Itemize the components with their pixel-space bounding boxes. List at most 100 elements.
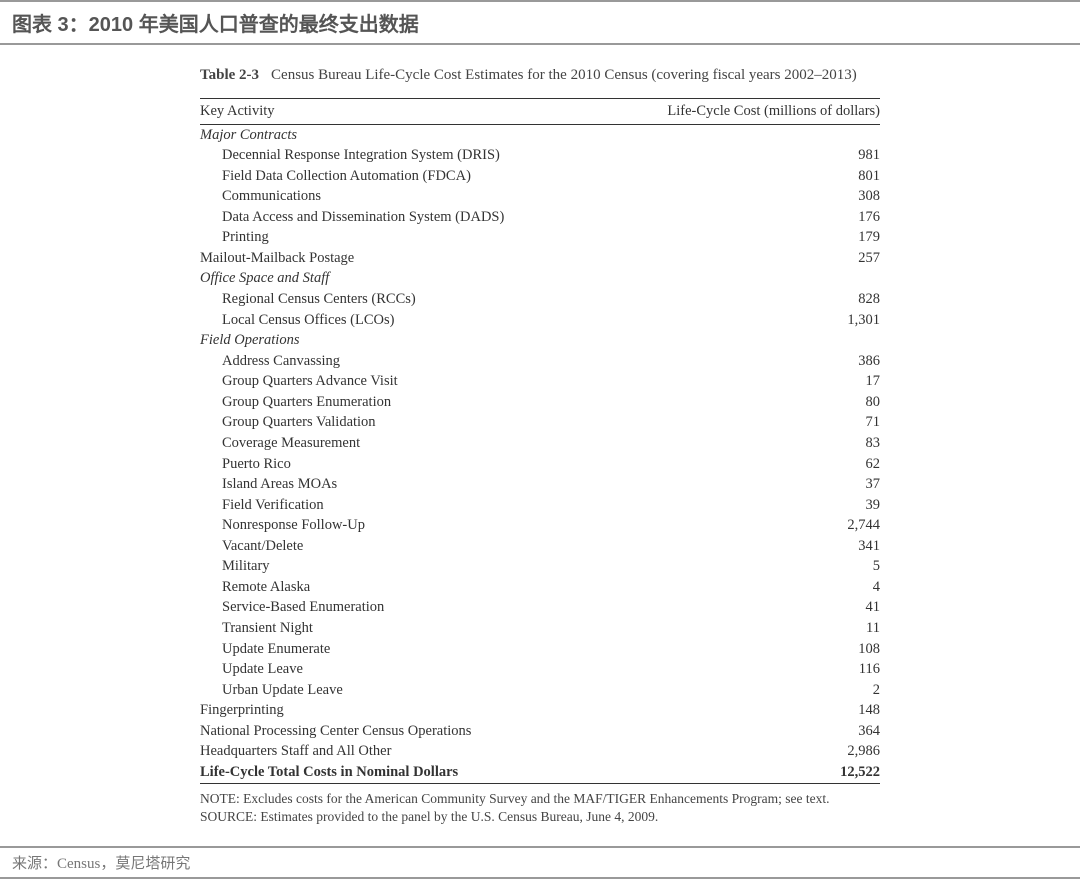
table-row: Life-Cycle Total Costs in Nominal Dollar… [200,762,880,783]
row-value [600,125,880,146]
page-title: 图表 3：2010 年美国人口普查的最终支出数据 [12,14,419,36]
table-row: Printing179 [200,228,880,249]
table-row: Field Operations [200,331,880,352]
table-row: Group Quarters Advance Visit17 [200,372,880,393]
table-row: Update Leave116 [200,660,880,681]
table-row: Urban Update Leave2 [200,680,880,701]
row-value: 801 [600,166,880,187]
table-row: Major Contracts [200,125,880,146]
table-header-row: Key Activity Life-Cycle Cost (millions o… [200,99,880,125]
col-cost: Life-Cycle Cost (millions of dollars) [600,99,880,125]
row-label: Data Access and Dissemination System (DA… [200,207,600,228]
row-value: 108 [600,639,880,660]
row-label: Local Census Offices (LCOs) [200,310,600,331]
col-activity: Key Activity [200,99,600,125]
row-label: Life-Cycle Total Costs in Nominal Dollar… [200,762,600,783]
table-row: Vacant/Delete341 [200,536,880,557]
row-value: 828 [600,290,880,311]
page-footer: 来源：Census，莫尼塔研究 [0,846,1080,879]
table-row: Island Areas MOAs37 [200,475,880,496]
table-caption: Table 2-3 Census Bureau Life-Cycle Cost … [200,65,880,86]
table-notes: NOTE: Excludes costs for the American Co… [200,790,880,826]
row-label: Field Verification [200,495,600,516]
table-row: Field Verification39 [200,495,880,516]
row-label: Transient Night [200,619,600,640]
row-value: 341 [600,536,880,557]
table-row: Regional Census Centers (RCCs)828 [200,290,880,311]
row-value: 1,301 [600,310,880,331]
table-row: Service-Based Enumeration41 [200,598,880,619]
table-row: Office Space and Staff [200,269,880,290]
row-value: 39 [600,495,880,516]
table-row: Transient Night11 [200,619,880,640]
row-label: Island Areas MOAs [200,475,600,496]
table-row: Remote Alaska4 [200,577,880,598]
table-row: Military5 [200,557,880,578]
table-caption-text: Census Bureau Life-Cycle Cost Estimates … [271,65,857,86]
row-value: 176 [600,207,880,228]
content-area: Table 2-3 Census Bureau Life-Cycle Cost … [0,45,1080,836]
row-label: Office Space and Staff [200,269,600,290]
row-value: 386 [600,351,880,372]
row-value: 62 [600,454,880,475]
row-value: 2,744 [600,516,880,537]
table-row: Mailout-Mailback Postage257 [200,248,880,269]
table-row: Communications308 [200,187,880,208]
row-value: 308 [600,187,880,208]
table-row: National Processing Center Census Operat… [200,721,880,742]
row-value [600,331,880,352]
row-label: Urban Update Leave [200,680,600,701]
table-row: Address Canvassing386 [200,351,880,372]
row-value: 2,986 [600,742,880,763]
row-label: Fingerprinting [200,701,600,722]
table-row: Puerto Rico62 [200,454,880,475]
table-row: Data Access and Dissemination System (DA… [200,207,880,228]
row-label: Headquarters Staff and All Other [200,742,600,763]
row-value: 981 [600,146,880,167]
page-header: 图表 3：2010 年美国人口普查的最终支出数据 [0,0,1080,45]
row-label: National Processing Center Census Operat… [200,721,600,742]
row-label: Nonresponse Follow-Up [200,516,600,537]
row-value: 71 [600,413,880,434]
row-label: Printing [200,228,600,249]
row-label: Military [200,557,600,578]
table-number: Table 2-3 [200,65,259,86]
row-value: 257 [600,248,880,269]
table-body: Major ContractsDecennial Response Integr… [200,125,880,784]
row-label: Group Quarters Advance Visit [200,372,600,393]
table-row: Local Census Offices (LCOs)1,301 [200,310,880,331]
row-label: Puerto Rico [200,454,600,475]
row-value: 12,522 [600,762,880,783]
row-value: 4 [600,577,880,598]
table-row: Coverage Measurement83 [200,433,880,454]
table-row: Decennial Response Integration System (D… [200,146,880,167]
row-value: 5 [600,557,880,578]
row-value: 17 [600,372,880,393]
table-source: SOURCE: Estimates provided to the panel … [200,808,880,826]
row-label: Field Data Collection Automation (FDCA) [200,166,600,187]
row-label: Service-Based Enumeration [200,598,600,619]
row-value: 179 [600,228,880,249]
row-value: 41 [600,598,880,619]
table-note: NOTE: Excludes costs for the American Co… [200,790,880,808]
footer-text: 来源：Census，莫尼塔研究 [12,856,190,872]
row-label: Field Operations [200,331,600,352]
row-label: Group Quarters Enumeration [200,392,600,413]
row-label: Update Leave [200,660,600,681]
row-value: 364 [600,721,880,742]
row-label: Group Quarters Validation [200,413,600,434]
row-value: 83 [600,433,880,454]
row-value: 116 [600,660,880,681]
row-label: Address Canvassing [200,351,600,372]
row-label: Communications [200,187,600,208]
row-value [600,269,880,290]
row-value: 37 [600,475,880,496]
table-row: Headquarters Staff and All Other2,986 [200,742,880,763]
row-label: Remote Alaska [200,577,600,598]
row-label: Mailout-Mailback Postage [200,248,600,269]
table-row: Field Data Collection Automation (FDCA)8… [200,166,880,187]
row-label: Vacant/Delete [200,536,600,557]
row-value: 2 [600,680,880,701]
table-row: Nonresponse Follow-Up2,744 [200,516,880,537]
table-row: Group Quarters Enumeration80 [200,392,880,413]
